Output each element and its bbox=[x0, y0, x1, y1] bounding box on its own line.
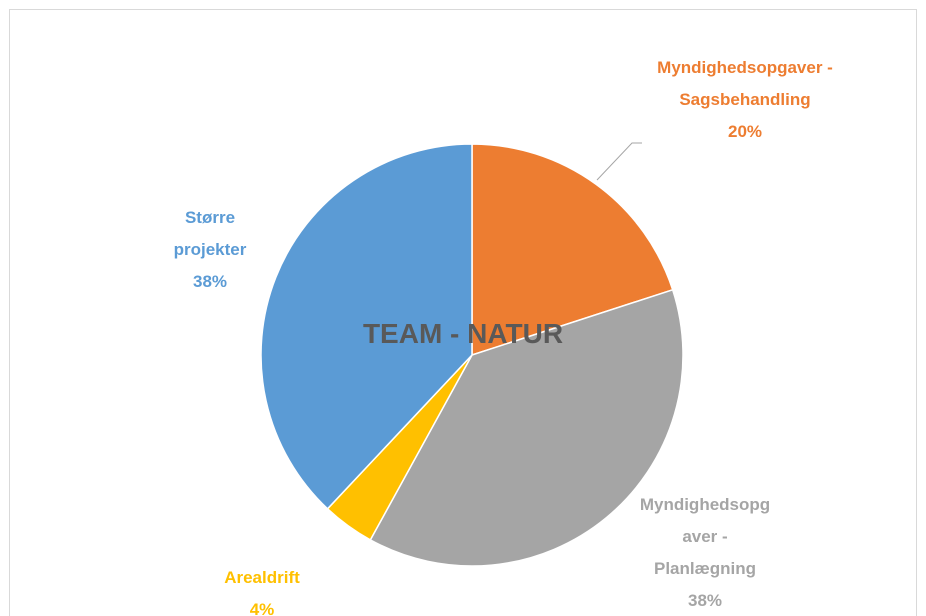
value-label: 20% bbox=[727, 122, 763, 141]
pie-slice bbox=[260, 143, 473, 510]
value-label: 4% bbox=[249, 600, 275, 616]
category-label: Myndighedsopgaver - Planlægning bbox=[639, 495, 771, 578]
data-label: Arealdrift 4% bbox=[192, 562, 332, 616]
data-label: Større projekter 38% bbox=[155, 202, 265, 298]
pie-slice bbox=[471, 143, 674, 357]
pie-slice bbox=[369, 288, 684, 567]
value-label: 38% bbox=[687, 591, 723, 610]
category-label: Myndighedsopgaver - Sagsbehandling bbox=[657, 58, 833, 109]
category-label: Større projekter bbox=[173, 208, 247, 259]
data-label: Myndighedsopgaver - Planlægning 38% bbox=[638, 489, 773, 616]
chart-title: TEAM - NATUR bbox=[362, 318, 564, 349]
data-label: Myndighedsopgaver - Sagsbehandling 20% bbox=[615, 52, 875, 148]
leader-line bbox=[596, 142, 642, 181]
value-label: 38% bbox=[192, 272, 228, 291]
category-label: Arealdrift bbox=[224, 568, 300, 587]
